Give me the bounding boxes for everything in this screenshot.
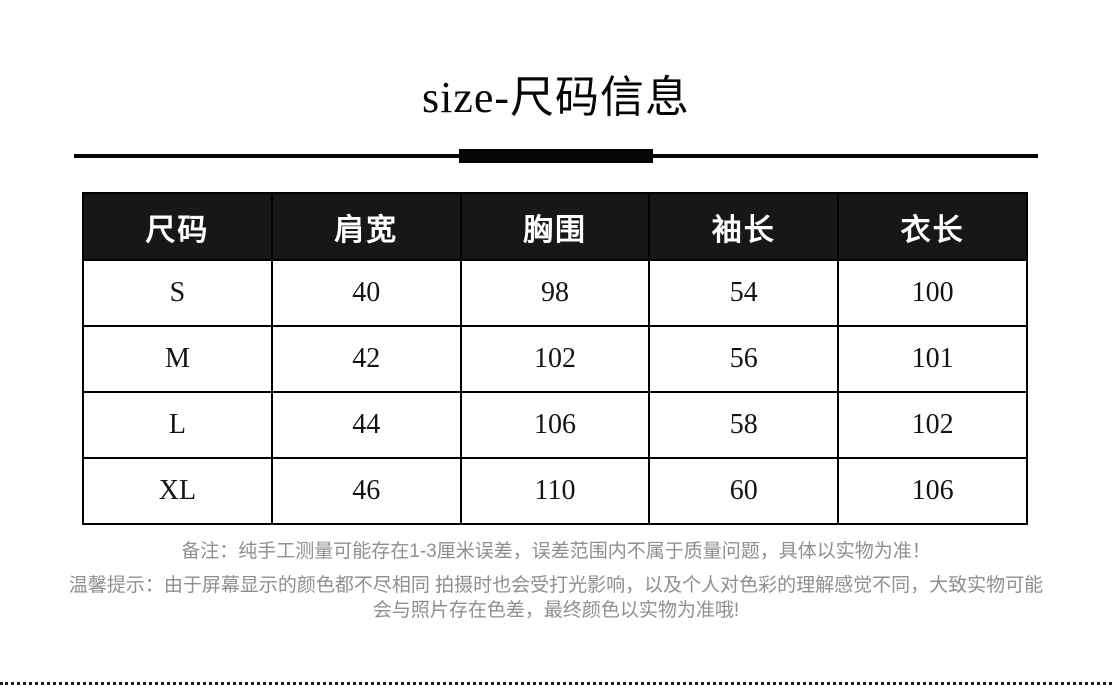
bottom-dotted-divider (0, 682, 1112, 685)
col-header-sleeve-length: 袖长 (648, 192, 840, 261)
note-measurement-disclaimer: 备注：纯手工测量可能存在1-3厘米误差，误差范围内不属于质量问题，具体以实物为准… (181, 541, 931, 562)
cell-size: S (82, 259, 273, 327)
note-color-disclaimer-line1: 温馨提示：由于屏幕显示的颜色都不尽相同 拍摄时也会受打光影响，以及个人对色彩的理… (68, 575, 1044, 596)
title-divider (74, 149, 1038, 163)
col-header-garment-length: 衣长 (837, 192, 1028, 261)
size-table-header-row: 尺码 肩宽 胸围 袖长 衣长 (82, 192, 1028, 261)
cell-length: 106 (837, 457, 1028, 525)
table-row-m: M 42 102 56 101 (82, 325, 1028, 393)
cell-length: 100 (837, 259, 1028, 327)
col-header-size: 尺码 (82, 192, 273, 261)
table-row-l: L 44 106 58 102 (82, 391, 1028, 459)
cell-chest: 110 (459, 457, 651, 525)
note-color-disclaimer-line2: 会与照片存在色差，最终颜色以实物为准哦! (372, 600, 740, 621)
cell-sleeve: 56 (648, 325, 840, 393)
cell-length: 102 (837, 391, 1028, 459)
cell-size: M (82, 325, 273, 393)
col-header-chest: 胸围 (459, 192, 651, 261)
cell-sleeve: 58 (648, 391, 840, 459)
cell-chest: 106 (459, 391, 651, 459)
cell-shoulder: 44 (270, 391, 462, 459)
cell-shoulder: 42 (270, 325, 462, 393)
table-row-xl: XL 46 110 60 106 (82, 457, 1028, 525)
col-header-shoulder-width: 肩宽 (270, 192, 462, 261)
cell-shoulder: 40 (270, 259, 462, 327)
cell-shoulder: 46 (270, 457, 462, 525)
cell-length: 101 (837, 325, 1028, 393)
cell-chest: 98 (459, 259, 651, 327)
page-title: size-尺码信息 (421, 73, 691, 122)
cell-size: L (82, 391, 273, 459)
cell-sleeve: 60 (648, 457, 840, 525)
size-table: 尺码 肩宽 胸围 袖长 衣长 S 40 98 54 100 M 42 102 5… (82, 192, 1028, 525)
cell-size: XL (82, 457, 273, 525)
divider-center-bar (459, 149, 653, 163)
cell-sleeve: 54 (648, 259, 840, 327)
table-row-s: S 40 98 54 100 (82, 259, 1028, 327)
cell-chest: 102 (459, 325, 651, 393)
